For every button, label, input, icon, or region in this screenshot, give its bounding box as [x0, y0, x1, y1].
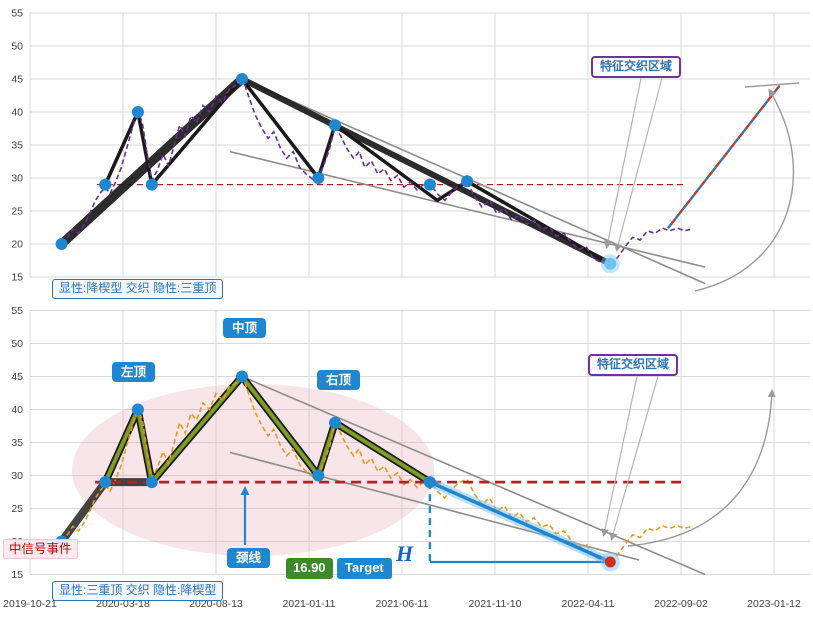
- pivot-dot: [145, 476, 158, 489]
- x-tick-label: 2020-08-13: [189, 598, 243, 610]
- bottom-panel: [29, 310, 810, 576]
- forecast-line-red: [667, 84, 781, 229]
- breakout-line: [428, 480, 613, 564]
- y-tick-label: 30: [11, 470, 23, 482]
- pattern-caption-bottom: 显性:三重顶 交织 隐性:降楔型: [52, 581, 224, 601]
- pivot-dot: [423, 178, 436, 191]
- y-tick-label: 40: [11, 404, 23, 416]
- x-tick-label: 2023-01-12: [747, 598, 801, 610]
- x-tick-label: 2021-06-11: [376, 598, 429, 610]
- decline-trend-line: [239, 76, 614, 267]
- projection-arc-arrow: [627, 389, 776, 547]
- y-tick-label: 50: [11, 338, 23, 350]
- pivot-dot: [131, 106, 144, 118]
- pattern-caption-top: 显性:降楔型 交织 隐性:三重顶: [52, 279, 224, 299]
- y-tick-label: 40: [11, 107, 23, 119]
- y-tick-label: 55: [11, 305, 23, 317]
- axes: 1515202025253030353540404545505055552019…: [3, 8, 801, 611]
- y-tick-label: 25: [11, 503, 23, 515]
- y-tick-label: 45: [11, 74, 23, 86]
- pivot-dot: [145, 178, 158, 191]
- leader-line-to-low: [604, 77, 642, 249]
- annotation-arrows: [240, 77, 800, 547]
- y-tick-label: 35: [11, 437, 23, 449]
- top-panel: [29, 12, 810, 285]
- y-tick-label: 50: [11, 41, 23, 53]
- impulse-trend-line: [57, 74, 247, 249]
- wedge-upper-line: [241, 78, 706, 285]
- middle-peak-label: 中顶: [223, 318, 267, 339]
- pivot-dot: [236, 73, 248, 85]
- leader-line-to-target: [609, 375, 659, 541]
- pivot-dot: [329, 416, 341, 429]
- x-tick-label: 2022-04-11: [562, 598, 615, 610]
- target-value-badge: 16.90: [286, 558, 333, 579]
- leader-line-to-low: [614, 77, 663, 252]
- pivot-dot: [99, 476, 112, 489]
- zigzag-pattern-line: [103, 77, 612, 266]
- y-tick-label: 25: [11, 206, 23, 218]
- target-badge: Target: [337, 558, 392, 579]
- projection-arc-arrow: [694, 88, 795, 292]
- y-tick-label: 15: [11, 569, 23, 581]
- pivot-dot: [99, 178, 112, 191]
- left-peak-label: 左顶: [112, 362, 156, 383]
- pivot-dot: [236, 370, 248, 383]
- feature-zone-label-bottom: 特征交织区域: [588, 354, 679, 376]
- low-point-dot: [604, 257, 617, 270]
- pivot-dot: [423, 476, 436, 489]
- y-tick-label: 15: [11, 272, 23, 284]
- y-tick-label: 55: [11, 8, 23, 20]
- x-tick-label: 2021-11-10: [469, 598, 522, 610]
- pivot-dot: [312, 172, 325, 184]
- price-line-top: [60, 74, 691, 266]
- x-tick-label: 2019-10-21: [3, 598, 57, 610]
- leader-line-to-target: [601, 375, 638, 537]
- x-tick-label: 2020-03-18: [96, 598, 150, 610]
- height-label: H: [396, 541, 414, 566]
- signal-event-label: 中信号事件: [3, 539, 78, 560]
- price-line-bottom: [60, 372, 691, 563]
- y-tick-label: 35: [11, 140, 23, 152]
- pivot-dot: [461, 175, 474, 188]
- feature-zone-label-top: 特征交织区域: [591, 56, 682, 78]
- pivot-dot: [329, 119, 341, 132]
- x-tick-label: 2021-01-11: [283, 598, 336, 610]
- target-hit-dot: [604, 556, 616, 568]
- right-peak-label: 右顶: [317, 370, 361, 391]
- x-tick-label: 2022-09-02: [654, 598, 708, 610]
- pivot-dot: [131, 403, 144, 416]
- wedge-lower-line: [229, 150, 706, 268]
- y-tick-label: 45: [11, 371, 23, 383]
- neckline-label: 颈线: [227, 548, 271, 569]
- projection-arc-cap: [744, 82, 800, 88]
- y-tick-label: 30: [11, 173, 23, 185]
- pivot-dot: [312, 469, 325, 482]
- y-tick-label: 20: [11, 239, 23, 251]
- pivot-dot: [55, 238, 68, 250]
